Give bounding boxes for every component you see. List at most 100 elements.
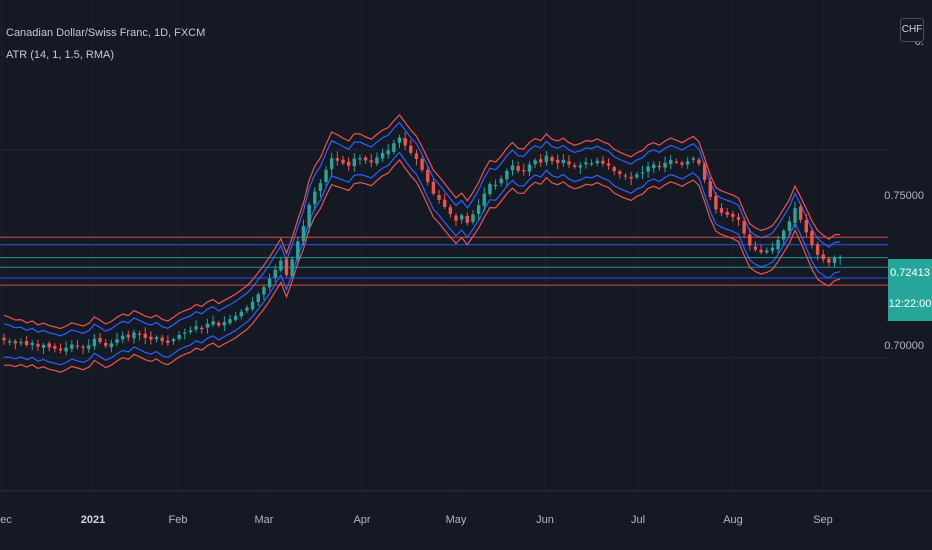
candle-body-37	[211, 321, 215, 325]
candle-body-86	[488, 184, 492, 194]
candle-body-113	[640, 172, 645, 174]
candle-body-146	[827, 258, 831, 263]
candle-body-43	[245, 307, 249, 311]
candle-body-21	[120, 335, 125, 340]
candle-body-83	[471, 214, 475, 222]
candle-body-139	[787, 221, 792, 231]
candle-body-130	[736, 217, 741, 220]
bar-countdown: 12:22:00	[888, 287, 932, 321]
candle-body-41	[233, 315, 238, 320]
candle-body-132	[748, 234, 752, 246]
candle-body-116	[657, 165, 662, 168]
candle-body-134	[759, 249, 763, 253]
candle-body-69	[392, 143, 396, 152]
candle-body-89	[505, 170, 509, 180]
candle-body-14	[81, 346, 85, 348]
symbol-legend[interactable]: Canadian Dollar/Swiss Franc, 1D, FXCM	[6, 27, 206, 39]
candle-body-51	[290, 259, 294, 277]
candle-body-67	[380, 152, 385, 159]
candle-body-95	[539, 159, 543, 163]
candle-body-144	[815, 244, 820, 255]
time-label-2021: 2021	[80, 514, 106, 526]
candle-body-56	[318, 183, 323, 191]
candle-body-15	[87, 345, 91, 349]
candle-body-121	[685, 161, 690, 165]
candle-body-131	[742, 221, 746, 234]
candle-body-94	[533, 160, 537, 165]
candle-body-22	[126, 334, 130, 338]
atr-bands	[3, 113, 841, 373]
candle-body-120	[680, 162, 684, 165]
grid-lines	[0, 0, 888, 491]
candle-body-104	[589, 163, 594, 165]
atr-lower-outer-band	[3, 159, 841, 373]
candle-body-1	[7, 341, 12, 343]
candle-body-119	[674, 161, 679, 163]
candle-body-12	[70, 344, 74, 349]
candle-body-138	[782, 230, 786, 240]
candle-body-31	[177, 334, 181, 339]
candle-body-58	[330, 158, 334, 170]
candle-body-76	[431, 181, 436, 194]
candle-body-137	[776, 239, 780, 250]
candle-body-100	[567, 161, 571, 165]
candle-body-70	[397, 137, 402, 143]
candle-body-148	[838, 256, 842, 259]
candle-body-33	[188, 330, 193, 333]
candle-body-72	[409, 145, 413, 153]
candle-body-82	[465, 215, 469, 223]
current-price-badge: 0.72413	[888, 259, 932, 287]
candle-body-91	[516, 166, 520, 171]
candle-body-8	[47, 343, 51, 348]
candle-body-66	[375, 157, 379, 164]
candle-body-47	[267, 278, 272, 288]
candle-body-49	[279, 260, 283, 271]
candle-body-29	[166, 340, 170, 343]
atr-lower-band	[3, 151, 841, 366]
candle-body-44	[250, 301, 255, 310]
candle-body-75	[426, 169, 430, 182]
candle-body-140	[793, 208, 797, 223]
time-label-jul: Jul	[630, 514, 646, 526]
candle-body-39	[222, 322, 227, 326]
candle-body-26	[149, 336, 153, 340]
candle-body-36	[205, 323, 210, 328]
candle-body-128	[725, 211, 729, 215]
candle-body-102	[578, 165, 582, 168]
price-axis-label-0: 0.75000	[884, 190, 924, 202]
candle-body-60	[341, 159, 345, 164]
candle-body-34	[194, 326, 198, 330]
candle-body-133	[753, 246, 758, 250]
candle-body-32	[183, 332, 187, 334]
candle-body-30	[171, 339, 176, 342]
candle-body-11	[64, 347, 68, 352]
candle-body-73	[414, 153, 419, 160]
candle-body-90	[510, 165, 515, 171]
candle-body-85	[482, 193, 486, 206]
currency-badge[interactable]: CHF	[900, 18, 924, 42]
candle-body-4	[24, 341, 29, 345]
candle-body-38	[217, 322, 221, 326]
candle-body-74	[420, 158, 424, 170]
indicator-legend[interactable]: ATR (14, 1, 1.5, RMA)	[6, 49, 114, 61]
candle-body-68	[386, 150, 390, 155]
candle-body-10	[58, 348, 63, 351]
candle-body-111	[629, 176, 633, 179]
time-label-jun: Jun	[536, 514, 554, 526]
candle-body-13	[75, 345, 80, 347]
candle-body-107	[606, 163, 611, 166]
candle-body-81	[459, 215, 464, 220]
candle-body-106	[601, 160, 605, 164]
candle-body-18	[104, 342, 108, 346]
candle-body-93	[527, 164, 532, 172]
candle-body-101	[572, 165, 577, 167]
time-label-may: May	[445, 514, 467, 526]
candle-body-5	[30, 342, 34, 345]
candle-body-52	[296, 241, 300, 259]
candle-body-109	[618, 171, 622, 175]
candle-body-53	[301, 226, 306, 242]
time-label-mar: Mar	[254, 514, 274, 526]
candle-body-35	[200, 327, 204, 330]
candle-body-24	[137, 333, 142, 335]
